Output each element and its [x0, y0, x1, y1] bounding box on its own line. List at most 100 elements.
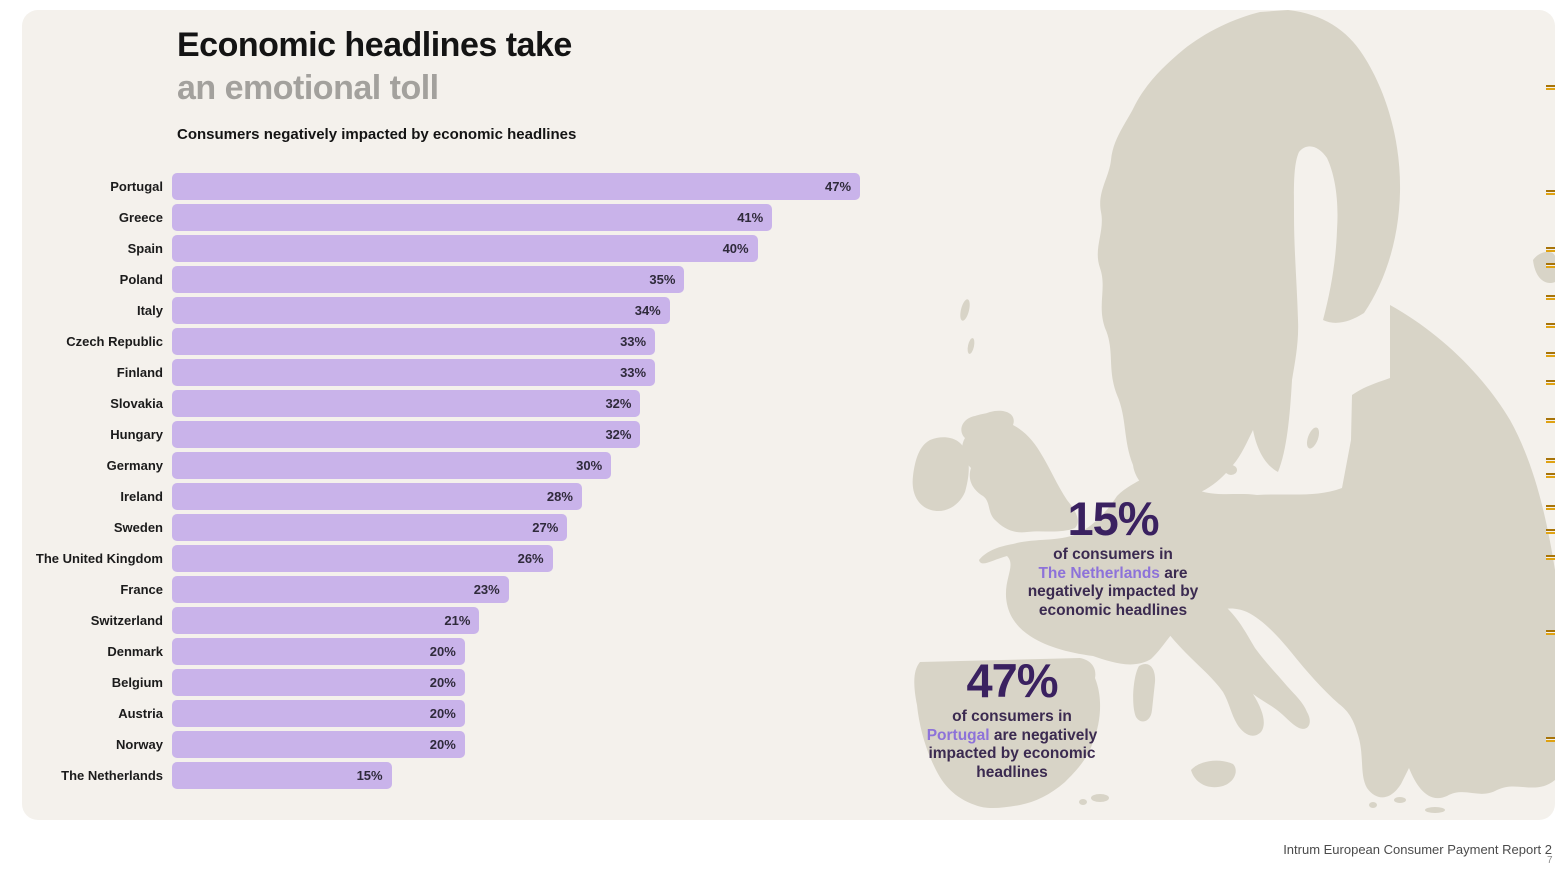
bar: 35%: [172, 266, 685, 293]
bar-row: The United Kingdom 26%: [22, 543, 922, 574]
bar: 28%: [172, 483, 582, 510]
bar-label: Denmark: [107, 644, 163, 659]
aegean-island: [1394, 797, 1406, 803]
bar-value-label: 40%: [722, 241, 749, 256]
bar-row: Finland 33%: [22, 357, 922, 388]
page-number: 7: [1547, 855, 1553, 866]
callout-portugal-line3: impacted by economic: [928, 745, 1096, 762]
edge-tick: [1546, 458, 1555, 463]
bar: 20%: [172, 731, 465, 758]
callout-portugal-line1: of consumers in: [952, 708, 1072, 725]
gotland-island: [1306, 427, 1320, 449]
bar-row: Austria 20%: [22, 698, 922, 729]
bar-value-label: 20%: [429, 706, 456, 721]
bar-row: Slovakia 32%: [22, 388, 922, 419]
edge-tick: [1546, 737, 1555, 742]
bar-row: Germany 30%: [22, 450, 922, 481]
bar-label: Poland: [119, 272, 163, 287]
balearic-islands: [1091, 794, 1109, 802]
bar-value-label: 23%: [473, 582, 500, 597]
callout-portugal-line2-rest: are negatively: [993, 726, 1098, 744]
ionian-island: [1369, 802, 1377, 808]
bar-row: Switzerland 21%: [22, 605, 922, 636]
edge-tick: [1546, 323, 1555, 328]
sicily-island: [1191, 760, 1236, 788]
bar-value-label: 30%: [576, 458, 603, 473]
callout-portugal-line2: Portugal are negatively: [872, 727, 1152, 746]
balearic-islands-2: [1079, 799, 1087, 805]
bar-row: Norway 20%: [22, 729, 922, 760]
shetland-islands: [960, 299, 970, 321]
scandinavia-landmass: [1097, 10, 1401, 499]
bar-value-label: 28%: [546, 489, 573, 504]
bar-label: Belgium: [111, 675, 163, 690]
bar-row: Poland 35%: [22, 264, 922, 295]
bar-label: France: [120, 582, 163, 597]
edge-tick: [1546, 247, 1555, 252]
bar: 27%: [172, 514, 568, 541]
callout-netherlands-line1: of consumers in: [1053, 546, 1173, 563]
bar-label: Spain: [127, 241, 163, 256]
bar-value-label: 33%: [620, 334, 647, 349]
bar-label: The United Kingdom: [35, 551, 163, 566]
callout-portugal-value: 47%: [966, 654, 1058, 707]
chart-title: Consumers negatively impacted by economi…: [177, 126, 577, 143]
bar: 47%: [172, 173, 861, 200]
bar-row: France 23%: [22, 574, 922, 605]
bar: 32%: [172, 421, 641, 448]
bar-label: Italy: [136, 303, 163, 318]
bar-label: Hungary: [110, 427, 163, 442]
danish-islands: [1205, 469, 1221, 481]
bar-label: Greece: [118, 210, 163, 225]
iberia-peninsula: [914, 658, 1101, 809]
bar-row: Hungary 32%: [22, 419, 922, 450]
bar-value-label: 15%: [356, 768, 383, 783]
callout-netherlands-highlight: The Netherlands: [1038, 564, 1160, 582]
title-block: Economic headlines take an emotional tol…: [177, 24, 576, 145]
crete-island: [1425, 807, 1445, 813]
bar-value-label: 20%: [429, 644, 456, 659]
italy-peninsula: [1158, 602, 1310, 736]
bar: 26%: [172, 545, 553, 572]
bar-value-label: 21%: [444, 613, 471, 628]
bar-label: Czech Republic: [66, 334, 163, 349]
bar: 20%: [172, 700, 465, 727]
ireland-island: [912, 437, 969, 512]
edge-land-fragment: [1533, 251, 1555, 284]
bar-row: Italy 34%: [22, 295, 922, 326]
bar: 33%: [172, 328, 656, 355]
bar-value-label: 26%: [517, 551, 544, 566]
bar-value-label: 20%: [429, 737, 456, 752]
edge-tick: [1546, 263, 1555, 268]
bar-row: The Netherlands 15%: [22, 760, 922, 791]
bar-row: Belgium 20%: [22, 667, 922, 698]
callout-netherlands: 15% of consumers in The Netherlands are …: [973, 492, 1253, 620]
bar-label: Switzerland: [90, 613, 163, 628]
bar: 15%: [172, 762, 392, 789]
callout-portugal: 47% of consumers in Portugal are negativ…: [872, 654, 1152, 782]
edge-tick: [1546, 505, 1555, 510]
bar-value-label: 35%: [649, 272, 676, 287]
bar-row: Spain 40%: [22, 233, 922, 264]
bar-label: Sweden: [113, 520, 163, 535]
bar-value-label: 20%: [429, 675, 456, 690]
bar-label: Austria: [118, 706, 163, 721]
bar: 41%: [172, 204, 773, 231]
callout-netherlands-line4: economic headlines: [1038, 601, 1188, 619]
bar-label: Finland: [116, 365, 163, 380]
source-credit: Intrum European Consumer Payment Report …: [1283, 842, 1552, 857]
corsica-island: [1138, 617, 1157, 660]
bar-value-label: 34%: [634, 303, 661, 318]
edge-tick: [1546, 473, 1555, 478]
edge-tick: [1546, 380, 1555, 385]
bar-value-label: 41%: [737, 210, 764, 225]
bar-label: Norway: [116, 737, 163, 752]
bar-row: Sweden 27%: [22, 512, 922, 543]
bar-row: Greece 41%: [22, 202, 922, 233]
bar-value-label: 47%: [825, 179, 852, 194]
bar-label: The Netherlands: [61, 768, 163, 783]
bar-row: Czech Republic 33%: [22, 326, 922, 357]
callout-netherlands-line2-rest: are: [1164, 564, 1188, 582]
bar: 20%: [172, 638, 465, 665]
